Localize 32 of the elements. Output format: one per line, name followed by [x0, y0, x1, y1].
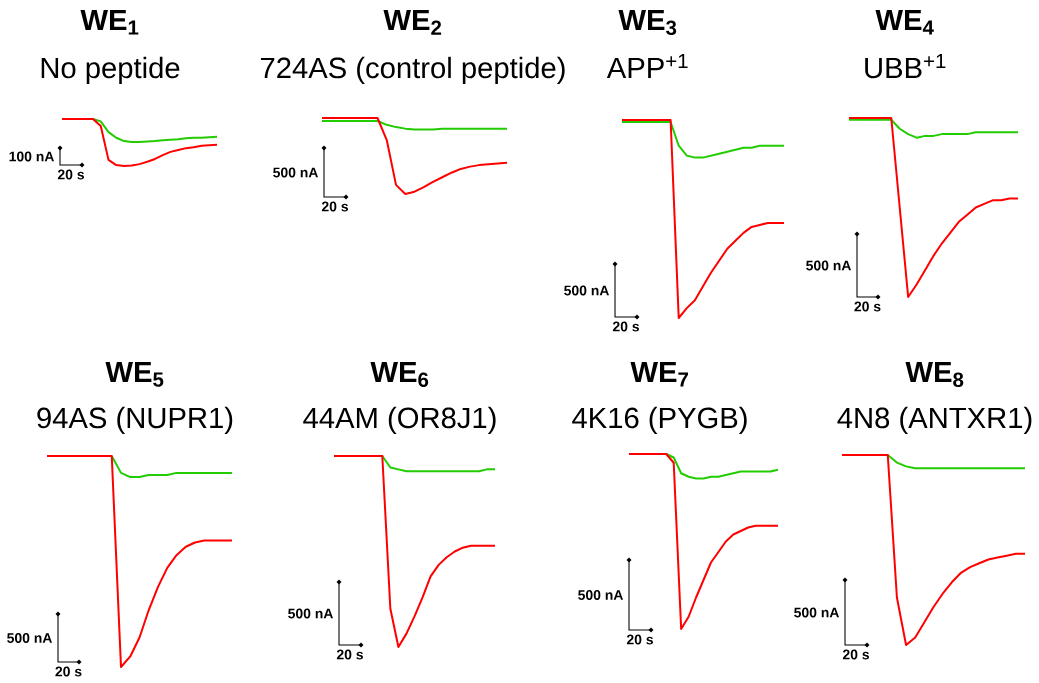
text: 20 s [321, 201, 348, 212]
chart-subtitle: 4N8 (ANTXR1) [837, 406, 1032, 435]
text: 500 nA [564, 285, 610, 296]
chart-subtitle: 94AS (NUPR1) [37, 406, 233, 435]
annotation: 500 nA [7, 633, 53, 643]
chart-title: WE$_{7}$ [630, 361, 688, 387]
chart-subtitle: 44AM (OR8J1) [303, 406, 496, 435]
annotation: 20 s [55, 666, 82, 677]
chart-title: WE$_{6}$ [370, 361, 429, 387]
annotation: 500 nA [273, 167, 319, 178]
text: 500 nA [578, 590, 624, 600]
text: 100 nA [9, 151, 55, 162]
chart-title: WE$_{3}$ [618, 9, 677, 36]
text: 20 s [842, 649, 869, 660]
chart-title: WE$_{5}$ [105, 361, 164, 387]
annotation: 500 nA [288, 608, 334, 619]
chart-title: WE$_{4}$ [875, 9, 934, 35]
annotation: 500 nA [806, 260, 852, 271]
chart-subtitle: APP$^{+1}$ [606, 53, 688, 78]
chart-subtitle: UBB$^{+1}$ [865, 53, 946, 79]
chart-subtitle: 4K16 (PYGB) [572, 406, 747, 435]
text: 20 s [626, 634, 653, 645]
chart-title: WE$_{2}$ [383, 9, 442, 35]
chart-title: WE$_{8}$ [905, 361, 964, 387]
text: 20 s [336, 649, 363, 660]
chart-subtitle: No peptide [41, 56, 180, 85]
annotation: 500 nA [794, 607, 840, 618]
text: 20 s [612, 321, 639, 332]
chart-title: WE$_{1}$ [80, 9, 139, 35]
text: 20 s [57, 169, 84, 180]
chart-subtitle: 724AS (control peptide) [260, 56, 565, 85]
text: 20 s [854, 301, 881, 312]
